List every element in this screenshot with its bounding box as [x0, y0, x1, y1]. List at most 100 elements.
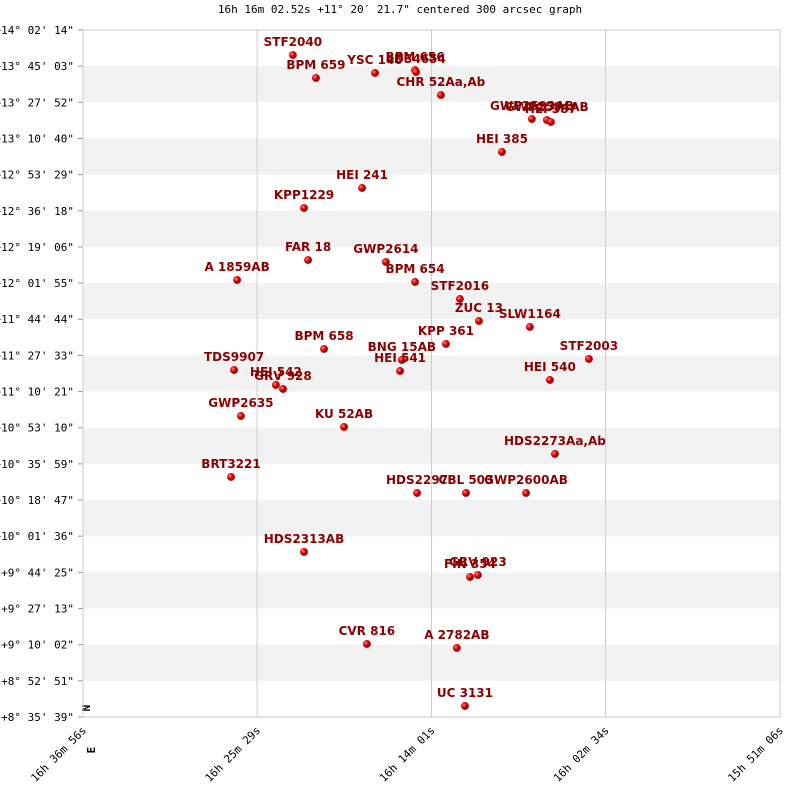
star — [473, 570, 482, 579]
star — [474, 317, 483, 325]
x-tick-label: 16h 25m 29s — [203, 724, 264, 785]
star-label: ZUC 13 — [455, 301, 503, 315]
star-label: KPP1229 — [274, 188, 334, 202]
y-tick-label: +11° 44' 44" — [0, 313, 74, 326]
star-label: STF2003 — [560, 339, 618, 353]
star — [304, 256, 313, 264]
y-tick-label: +10° 01' 36" — [0, 530, 74, 543]
star-label: BPM 656 — [385, 50, 444, 64]
star-label: GWP2594AB — [505, 100, 589, 114]
star — [371, 69, 379, 77]
x-tick-label: 16h 14m 01s — [377, 724, 438, 785]
star-label: FIN 354 — [444, 557, 496, 571]
star — [462, 489, 470, 497]
star — [441, 340, 450, 348]
east-label: E — [85, 747, 98, 754]
star-label: KPP 361 — [418, 324, 474, 338]
star — [227, 472, 235, 481]
y-tick-label: +9° 44' 25" — [1, 566, 74, 579]
star-label: SLW1164 — [499, 307, 561, 321]
star — [411, 278, 419, 286]
star — [381, 258, 390, 266]
star-label: HEI 387 — [525, 102, 577, 116]
star-label: HEI 241 — [336, 168, 388, 182]
y-tick-label: +9° 27' 13" — [1, 603, 74, 616]
star — [340, 422, 349, 431]
star-label: UC 3131 — [437, 686, 493, 700]
star — [233, 276, 242, 284]
star-label: HEI 385 — [476, 132, 528, 146]
star — [236, 412, 245, 420]
star-label: BPM 659 — [286, 58, 345, 72]
star — [288, 51, 297, 59]
star-label: GWP2635 — [208, 396, 273, 410]
y-tick-label: +9° 10' 02" — [1, 639, 74, 652]
star — [320, 345, 328, 353]
y-tick-label: +12° 53' 29" — [0, 169, 74, 182]
star — [271, 381, 280, 389]
star — [527, 115, 536, 123]
y-tick-label: +11° 10' 21" — [0, 386, 74, 399]
star — [550, 449, 559, 458]
star — [311, 74, 320, 82]
star — [498, 148, 506, 156]
star-label: STF2016 — [431, 279, 489, 293]
y-tick-label: +12° 01' 55" — [0, 277, 74, 290]
star-label: GWP2593AB — [490, 99, 574, 113]
star — [397, 356, 406, 364]
x-tick-label: 15h 51m 06s — [725, 724, 786, 785]
y-tick-label: +12° 19' 06" — [0, 241, 74, 254]
star-label: STF2040 — [264, 35, 322, 49]
y-tick-label: +10° 35' 59" — [0, 458, 74, 471]
star — [546, 118, 555, 126]
star-label: BPM 654 — [385, 262, 444, 276]
star — [461, 702, 469, 710]
star — [522, 489, 530, 497]
star-label: GRV 923 — [449, 555, 507, 569]
star — [358, 184, 367, 192]
star-label: BPM 658 — [294, 329, 353, 343]
star-label: HEI 542 — [250, 365, 302, 379]
star — [452, 643, 461, 652]
star — [300, 204, 308, 212]
star — [396, 367, 405, 375]
star-label: BRT3221 — [201, 457, 260, 471]
star-label: GWP2614 — [353, 242, 418, 256]
y-tick-label: +8° 52' 51" — [1, 675, 74, 688]
y-tick-label: +13° 10' 40" — [0, 132, 74, 145]
star-label: HEI 541 — [374, 351, 426, 365]
star — [279, 385, 287, 393]
y-tick-label: +10° 18' 47" — [0, 494, 74, 507]
star-label: BNG 15AB — [368, 340, 436, 354]
y-tick-label: +13° 27' 52" — [0, 96, 74, 109]
star-label: CBL 503 — [439, 473, 494, 487]
star — [300, 547, 308, 556]
star-label: GRV 928 — [254, 369, 312, 383]
star-label: CHR 52Aa,Ab — [396, 75, 485, 89]
star-label: TDS9907 — [204, 350, 264, 364]
star-label: HDS2313AB — [264, 532, 344, 546]
y-tick-label: +14° 02' 14" — [0, 24, 74, 37]
y-tick-label: +10° 53' 10" — [0, 422, 74, 435]
y-tick-label: +13° 45' 03" — [0, 60, 74, 73]
star-label: GWP2600AB — [484, 473, 568, 487]
star-label: HEI 540 — [524, 360, 576, 374]
star — [466, 572, 474, 581]
star — [525, 323, 534, 331]
north-label: N — [80, 705, 93, 712]
star — [413, 489, 422, 497]
star-label: HDS2273Aa,Ab — [504, 434, 606, 448]
star-label: HDS2297 — [386, 473, 448, 487]
star — [412, 68, 420, 76]
y-tick-label: +8° 35' 39" — [1, 711, 74, 724]
chart-title: 16h 16m 02.52s +11° 20′ 21.7" centered 3… — [218, 3, 582, 16]
x-tick-label: 16h 36m 56s — [28, 724, 89, 785]
star-label: KU 52AB — [315, 407, 373, 421]
star-label: YSC 146 — [346, 53, 402, 67]
star — [436, 91, 445, 99]
x-tick-label: 16h 02m 34s — [551, 724, 612, 785]
y-tick-label: +12° 36' 18" — [0, 205, 74, 218]
star — [362, 639, 371, 648]
